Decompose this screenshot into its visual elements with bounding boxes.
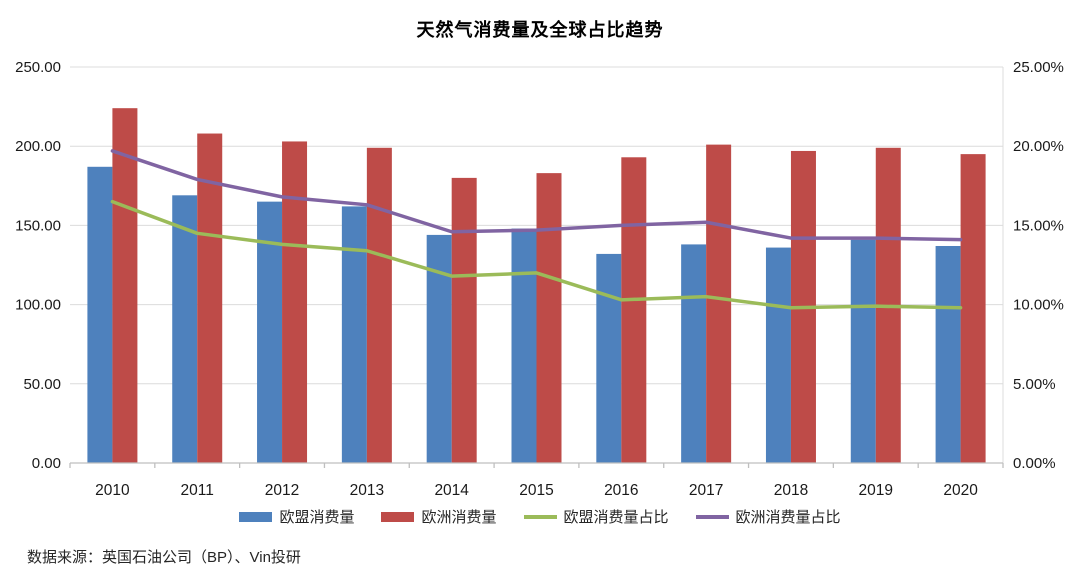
x-axis-tick-label: 2010 xyxy=(95,482,130,499)
left-axis-tick-label: 50.00 xyxy=(23,376,61,393)
line-europe-share xyxy=(110,149,963,242)
right-axis-tick-label: 5.00% xyxy=(1013,376,1056,393)
bar-europe-2016 xyxy=(621,157,647,463)
legend-label-eu-consumption: 欧盟消费量 xyxy=(279,509,355,526)
legend-swatch-eu-consumption xyxy=(239,511,273,522)
left-axis-tick-label: 100.00 xyxy=(15,297,61,314)
bar-europe-2010 xyxy=(112,108,138,464)
x-axis-tick-label: 2017 xyxy=(689,482,723,499)
legend-label-eu-share: 欧盟消费量占比 xyxy=(563,509,669,526)
legend-swatch-europe-share xyxy=(695,514,729,519)
legend-item-europe-consumption: 欧洲消费量 xyxy=(381,506,497,527)
x-axis-tick-label: 2019 xyxy=(859,482,893,499)
bar-eu-2019 xyxy=(850,239,876,463)
right-axis-tick-label: 25.00% xyxy=(1013,59,1064,76)
right-axis-tick-label: 0.00% xyxy=(1013,455,1056,472)
x-axis-tick-label: 2011 xyxy=(181,482,214,499)
bar-eu-2018 xyxy=(765,247,791,463)
x-axis-tick-label: 2013 xyxy=(350,482,384,499)
x-axis-tick-label: 2020 xyxy=(943,482,978,499)
legend-label-europe-share: 欧洲消费量占比 xyxy=(735,509,841,526)
bar-europe-2011 xyxy=(197,133,223,463)
data-source-note: 数据来源：英国石油公司（BP）、Vin投研 xyxy=(27,549,301,566)
bar-europe-2014 xyxy=(451,177,477,463)
legend-swatch-eu-share xyxy=(523,514,557,519)
bar-eu-2015 xyxy=(511,228,537,463)
legend: 欧盟消费量 欧洲消费量 欧盟消费量占比 欧洲消费量占比 xyxy=(0,506,1080,527)
left-axis-tick-label: 0.00 xyxy=(32,455,61,472)
line-eu-share xyxy=(110,199,963,310)
bar-eu-2020 xyxy=(935,245,961,463)
legend-item-eu-share: 欧盟消费量占比 xyxy=(523,506,669,527)
x-axis-tick-label: 2016 xyxy=(604,482,638,499)
legend-item-europe-share: 欧洲消费量占比 xyxy=(695,506,841,527)
left-axis-tick-label: 150.00 xyxy=(15,217,61,234)
right-axis-tick-label: 10.00% xyxy=(1013,297,1064,314)
bar-europe-2020 xyxy=(960,154,986,463)
bar-eu-2010 xyxy=(87,166,113,464)
bar-eu-2017 xyxy=(681,244,707,463)
bar-europe-2015 xyxy=(536,173,562,464)
bar-eu-2011 xyxy=(172,195,198,463)
x-axis-tick-label: 2015 xyxy=(519,482,553,499)
left-axis-tick-label: 250.00 xyxy=(15,59,61,76)
legend-label-europe-consumption: 欧洲消费量 xyxy=(421,509,497,526)
bar-europe-2012 xyxy=(282,141,308,463)
chart-plot-area: 0.00 0.00% 50.00 5.00% 100.00 10.00% 150.00 15.… xyxy=(15,59,1064,499)
x-axis-tick-label: 2018 xyxy=(774,482,808,499)
legend-item-eu-consumption: 欧盟消费量 xyxy=(239,506,354,527)
bar-europe-2013 xyxy=(366,147,392,463)
bar-europe-2017 xyxy=(706,144,732,463)
bar-eu-2016 xyxy=(596,253,622,463)
x-axis-tick-label: 2014 xyxy=(434,482,469,499)
left-axis-tick-label: 200.00 xyxy=(15,138,61,155)
chart-title: 天然气消费量及全球占比趋势 xyxy=(416,20,664,40)
legend-swatch-europe-consumption xyxy=(381,511,415,522)
x-axis-tick-label: 2012 xyxy=(265,482,299,499)
right-axis-tick-label: 15.00% xyxy=(1013,217,1064,234)
right-axis-tick-label: 20.00% xyxy=(1013,138,1064,155)
bar-eu-2013 xyxy=(341,206,367,463)
